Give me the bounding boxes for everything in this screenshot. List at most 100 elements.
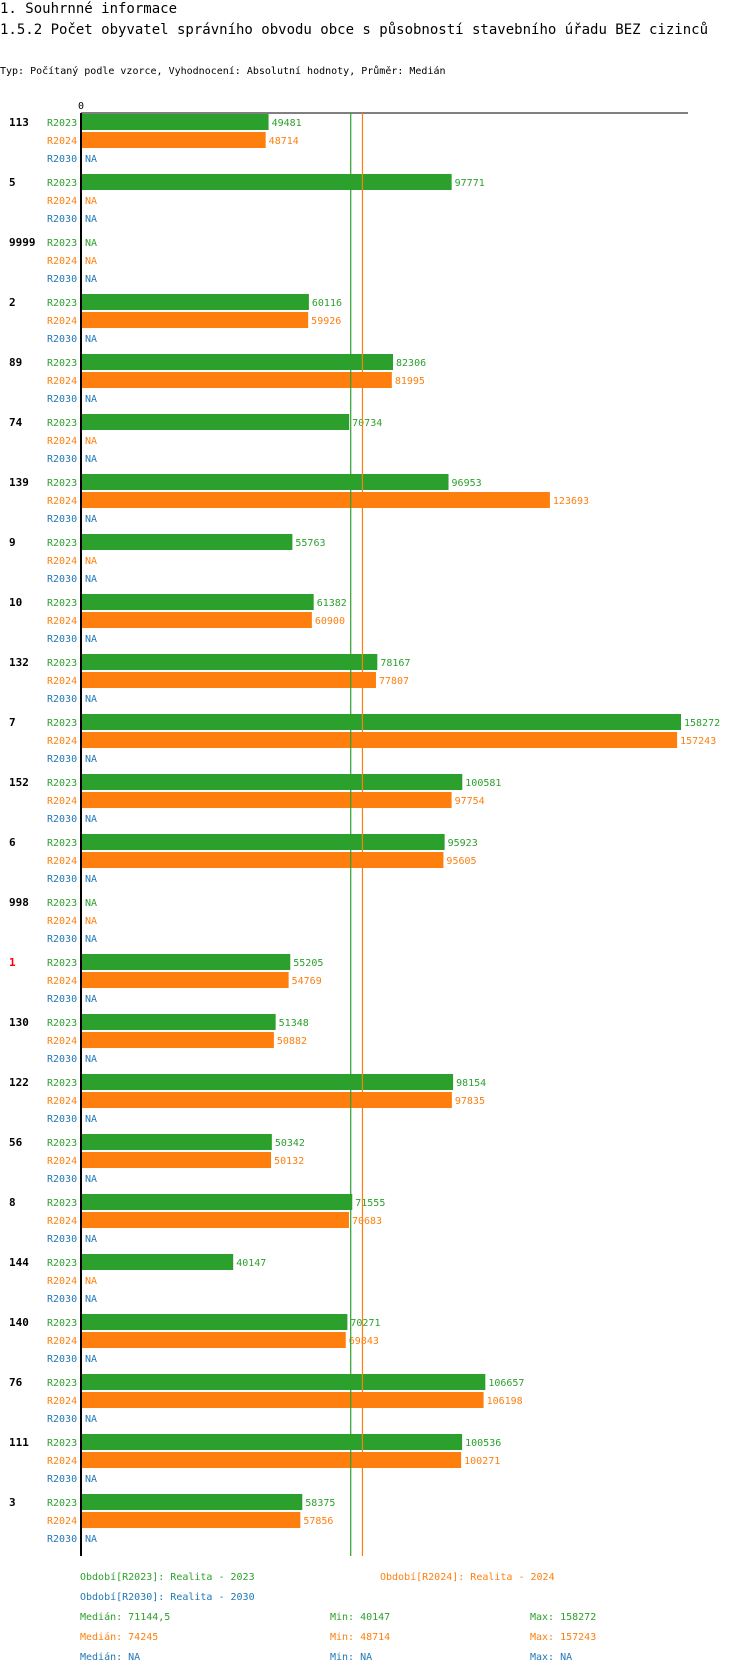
category-label-3: 3 [9,1496,16,1509]
category-label-140: 140 [9,1316,29,1329]
series-label-r2030-130: R2030 [47,1054,77,1065]
value-label-r2030-9999: NA [85,274,97,285]
series-label-r2030-5: R2030 [47,214,77,225]
stat-r2023-min: Min: 40147 [330,1612,391,1623]
value-label-r2023-132: 78167 [380,658,410,669]
value-label-r2030-74: NA [85,454,97,465]
value-label-r2023-113: 49481 [272,118,302,129]
series-label-r2030-144: R2030 [47,1294,77,1305]
bar-r2023-6 [81,834,445,850]
value-label-r2024-74: NA [85,436,97,447]
stat-r2030-max: Max: NA [530,1652,573,1663]
category-label-144: 144 [9,1256,29,1269]
value-label-r2023-5: 97771 [455,178,485,189]
bar-r2024-1 [81,972,289,988]
bar-r2023-139 [81,474,449,490]
series-label-r2024-3: R2024 [47,1516,77,1527]
legend-r2030: Období[R2030]: Realita - 2030 [80,1592,255,1603]
series-label-r2023-6: R2023 [47,838,77,849]
value-label-r2023-139: 96953 [452,478,482,489]
series-label-r2023-1: R2023 [47,958,77,969]
value-label-r2030-76: NA [85,1414,97,1425]
series-label-r2030-140: R2030 [47,1354,77,1365]
value-label-r2030-144: NA [85,1294,97,1305]
value-label-r2030-7: NA [85,754,97,765]
value-label-r2030-89: NA [85,394,97,405]
series-label-r2030-56: R2030 [47,1174,77,1185]
value-label-r2023-130: 51348 [279,1018,309,1029]
series-label-r2023-9: R2023 [47,538,77,549]
series-label-r2030-89: R2030 [47,394,77,405]
bar-r2023-7 [81,714,681,730]
value-label-r2023-3: 58375 [305,1498,335,1509]
page-title: 1. Souhrnné informace [0,1,178,17]
category-label-6: 6 [9,836,16,849]
value-label-r2024-144: NA [85,1276,97,1287]
series-label-r2023-9999: R2023 [47,238,77,249]
value-label-r2023-6: 95923 [448,838,478,849]
series-label-r2023-144: R2023 [47,1258,77,1269]
value-label-r2024-7: 157243 [680,736,716,747]
bar-r2023-8 [81,1194,353,1210]
category-label-139: 139 [9,476,29,489]
value-label-r2023-1: 55205 [293,958,323,969]
series-label-r2024-130: R2024 [47,1036,77,1047]
bar-r2024-7 [81,732,678,748]
category-label-2: 2 [9,296,16,309]
chart-subtitle: Typ: Počítaný podle vzorce, Vyhodnocení:… [0,66,446,77]
bar-r2023-113 [81,114,269,130]
series-label-r2024-5: R2024 [47,196,77,207]
stat-r2023-median: Medián: 71144,5 [80,1612,171,1623]
stat-r2030-median: Medián: NA [80,1652,141,1663]
value-label-r2030-56: NA [85,1174,97,1185]
series-label-r2023-89: R2023 [47,358,77,369]
category-label-998: 998 [9,896,29,909]
value-label-r2024-6: 95605 [446,856,476,867]
value-label-r2023-9999: NA [85,238,97,249]
category-label-7: 7 [9,716,16,729]
series-label-r2030-7: R2030 [47,754,77,765]
series-label-r2030-998: R2030 [47,934,77,945]
series-label-r2024-2: R2024 [47,316,77,327]
series-label-r2030-6: R2030 [47,874,77,885]
series-label-r2024-152: R2024 [47,796,77,807]
series-label-r2024-1: R2024 [47,976,77,987]
series-label-r2023-122: R2023 [47,1078,77,1089]
category-label-89: 89 [9,356,22,369]
series-label-r2030-9999: R2030 [47,274,77,285]
series-label-r2024-56: R2024 [47,1156,77,1167]
stat-r2024-max: Max: 157243 [530,1632,597,1643]
series-label-r2023-2: R2023 [47,298,77,309]
series-label-r2023-140: R2023 [47,1318,77,1329]
series-label-r2024-122: R2024 [47,1096,77,1107]
value-label-r2023-2: 60116 [312,298,342,309]
bar-r2023-144 [81,1254,234,1270]
value-label-r2030-1: NA [85,994,97,1005]
series-label-r2024-7: R2024 [47,736,77,747]
bar-r2024-56 [81,1152,272,1168]
series-label-r2023-10: R2023 [47,598,77,609]
bar-r2023-10 [81,594,314,610]
series-label-r2024-89: R2024 [47,376,77,387]
value-label-r2024-140: 69843 [349,1336,379,1347]
value-label-r2030-139: NA [85,514,97,525]
bar-r2023-2 [81,294,309,310]
category-label-10: 10 [9,596,22,609]
bar-r2024-122 [81,1092,452,1108]
value-label-r2023-111: 100536 [465,1438,501,1449]
bar-r2024-130 [81,1032,274,1048]
bar-r2024-152 [81,792,452,808]
series-label-r2023-56: R2023 [47,1138,77,1149]
series-label-r2023-139: R2023 [47,478,77,489]
bar-r2023-152 [81,774,463,790]
series-label-r2030-1: R2030 [47,994,77,1005]
value-label-r2030-10: NA [85,634,97,645]
bar-r2024-140 [81,1332,346,1348]
value-label-r2024-2: 59926 [311,316,341,327]
value-label-r2024-5: NA [85,196,97,207]
series-label-r2030-74: R2030 [47,454,77,465]
category-label-130: 130 [9,1016,29,1029]
series-label-r2024-140: R2024 [47,1336,77,1347]
series-label-r2024-111: R2024 [47,1456,77,1467]
